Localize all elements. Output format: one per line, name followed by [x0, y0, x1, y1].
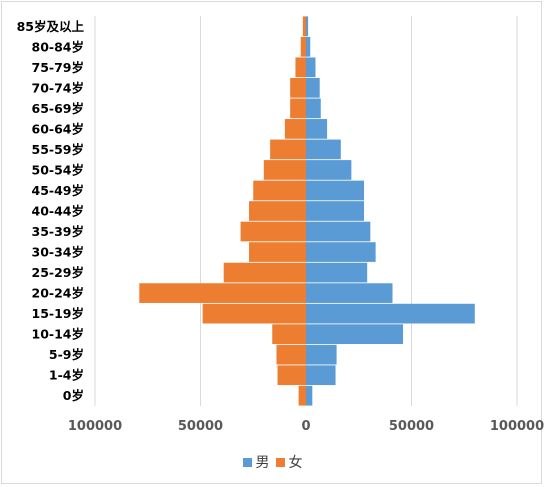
category-label: 1-4岁 — [49, 368, 84, 383]
bar-female — [284, 119, 306, 139]
bar-male — [306, 385, 313, 406]
category-label: 60-64岁 — [32, 121, 84, 136]
bar-male — [306, 242, 376, 262]
x-tick-label: 50000 — [389, 419, 434, 434]
bar-female — [270, 139, 306, 160]
bar-female — [290, 77, 306, 98]
x-tick-label: 100000 — [68, 419, 122, 434]
bar-female — [276, 344, 306, 365]
bar-female — [202, 303, 306, 324]
legend-swatch-female — [275, 457, 285, 467]
category-label: 85岁及以上 — [17, 19, 85, 34]
bar-male — [306, 77, 320, 98]
x-tick-label: 50000 — [178, 419, 223, 434]
bar-female — [249, 242, 306, 262]
bar-male — [306, 139, 341, 160]
bar-male — [306, 303, 475, 324]
bar-male — [306, 262, 368, 283]
legend-label-male: 男 — [255, 455, 270, 471]
bar-female — [249, 201, 306, 221]
category-label: 50-54岁 — [32, 162, 84, 177]
category-label: 5-9岁 — [49, 347, 84, 362]
bar-female — [295, 57, 306, 78]
legend: 男 女 — [0, 452, 545, 472]
bar-female — [298, 385, 306, 406]
bar-female — [272, 324, 306, 345]
bar-female — [139, 283, 306, 303]
bar-male — [306, 16, 309, 37]
bar-male — [306, 283, 393, 303]
bar-male — [306, 324, 404, 345]
category-label: 25-29岁 — [32, 265, 84, 280]
bar-male — [306, 57, 316, 78]
bar-female — [302, 16, 306, 37]
bar-male — [306, 36, 311, 57]
bar-female — [300, 36, 306, 57]
category-label: 40-44岁 — [32, 204, 84, 219]
bar-female — [240, 221, 306, 242]
bar-male — [306, 98, 321, 119]
bar-male — [306, 344, 337, 365]
category-label: 15-19岁 — [32, 306, 84, 321]
category-label: 55-59岁 — [32, 142, 84, 157]
legend-label-female: 女 — [288, 455, 303, 471]
bar-female — [290, 98, 306, 119]
category-label: 70-74岁 — [32, 80, 84, 95]
bar-female — [223, 262, 306, 283]
bar-male — [306, 180, 365, 201]
bar-male — [306, 160, 352, 180]
x-axis-tick-labels: 100000 50000 0 50000 100000 — [68, 419, 544, 434]
category-label: 45-49岁 — [32, 183, 84, 198]
category-label: 65-69岁 — [32, 101, 84, 116]
category-label: 0岁 — [63, 388, 84, 403]
bar-male — [306, 119, 328, 139]
x-tick-label: 100000 — [490, 419, 544, 434]
category-label: 80-84岁 — [32, 39, 84, 54]
bars — [139, 16, 475, 406]
category-label: 20-24岁 — [32, 286, 84, 301]
category-labels: 0岁 1-4岁 5-9岁 10-14岁 15-19岁 20-24岁 25-29岁 30-34岁… — [17, 19, 85, 403]
bar-female — [253, 180, 306, 201]
x-tick-label: 0 — [301, 419, 310, 434]
bar-male — [306, 365, 336, 386]
category-label: 10-14岁 — [32, 327, 84, 342]
bar-female — [277, 365, 306, 386]
bar-female — [263, 160, 306, 180]
category-label: 35-39岁 — [32, 224, 84, 239]
bar-male — [306, 221, 371, 242]
legend-item-female: 女 — [275, 452, 303, 472]
category-label: 75-79岁 — [32, 60, 84, 75]
bar-male — [306, 201, 365, 221]
category-label: 30-34岁 — [32, 245, 84, 260]
legend-item-male: 男 — [242, 452, 270, 472]
legend-swatch-male — [242, 457, 252, 467]
